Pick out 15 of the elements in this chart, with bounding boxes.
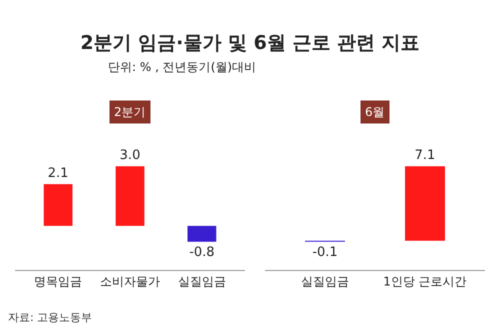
data-label: -0.1 bbox=[312, 244, 338, 260]
data-label: 2.1 bbox=[48, 166, 68, 182]
data-label: 3.0 bbox=[120, 148, 140, 164]
x-tick-label: 1인당 근로시간 bbox=[383, 274, 467, 288]
text: 2분기 bbox=[114, 105, 146, 119]
x-tick-label: 실질임금 bbox=[178, 274, 226, 288]
chart-subtitle: 단위: % , 전년동기(월)대비 bbox=[108, 59, 256, 76]
chart-title: 2분기 임금·물가 및 6월 근로 관련 지표 bbox=[79, 31, 421, 56]
text: 6월 bbox=[365, 105, 385, 119]
x-tick-label: 실질임금 bbox=[301, 274, 349, 288]
data-label: -0.8 bbox=[189, 244, 215, 260]
data-label: 7.1 bbox=[414, 148, 436, 164]
x-tick-label: 명목임금 bbox=[34, 274, 82, 288]
text: 자료: 고용노동부 bbox=[8, 310, 92, 325]
x-tick-label: 소비자물가 bbox=[100, 274, 160, 288]
